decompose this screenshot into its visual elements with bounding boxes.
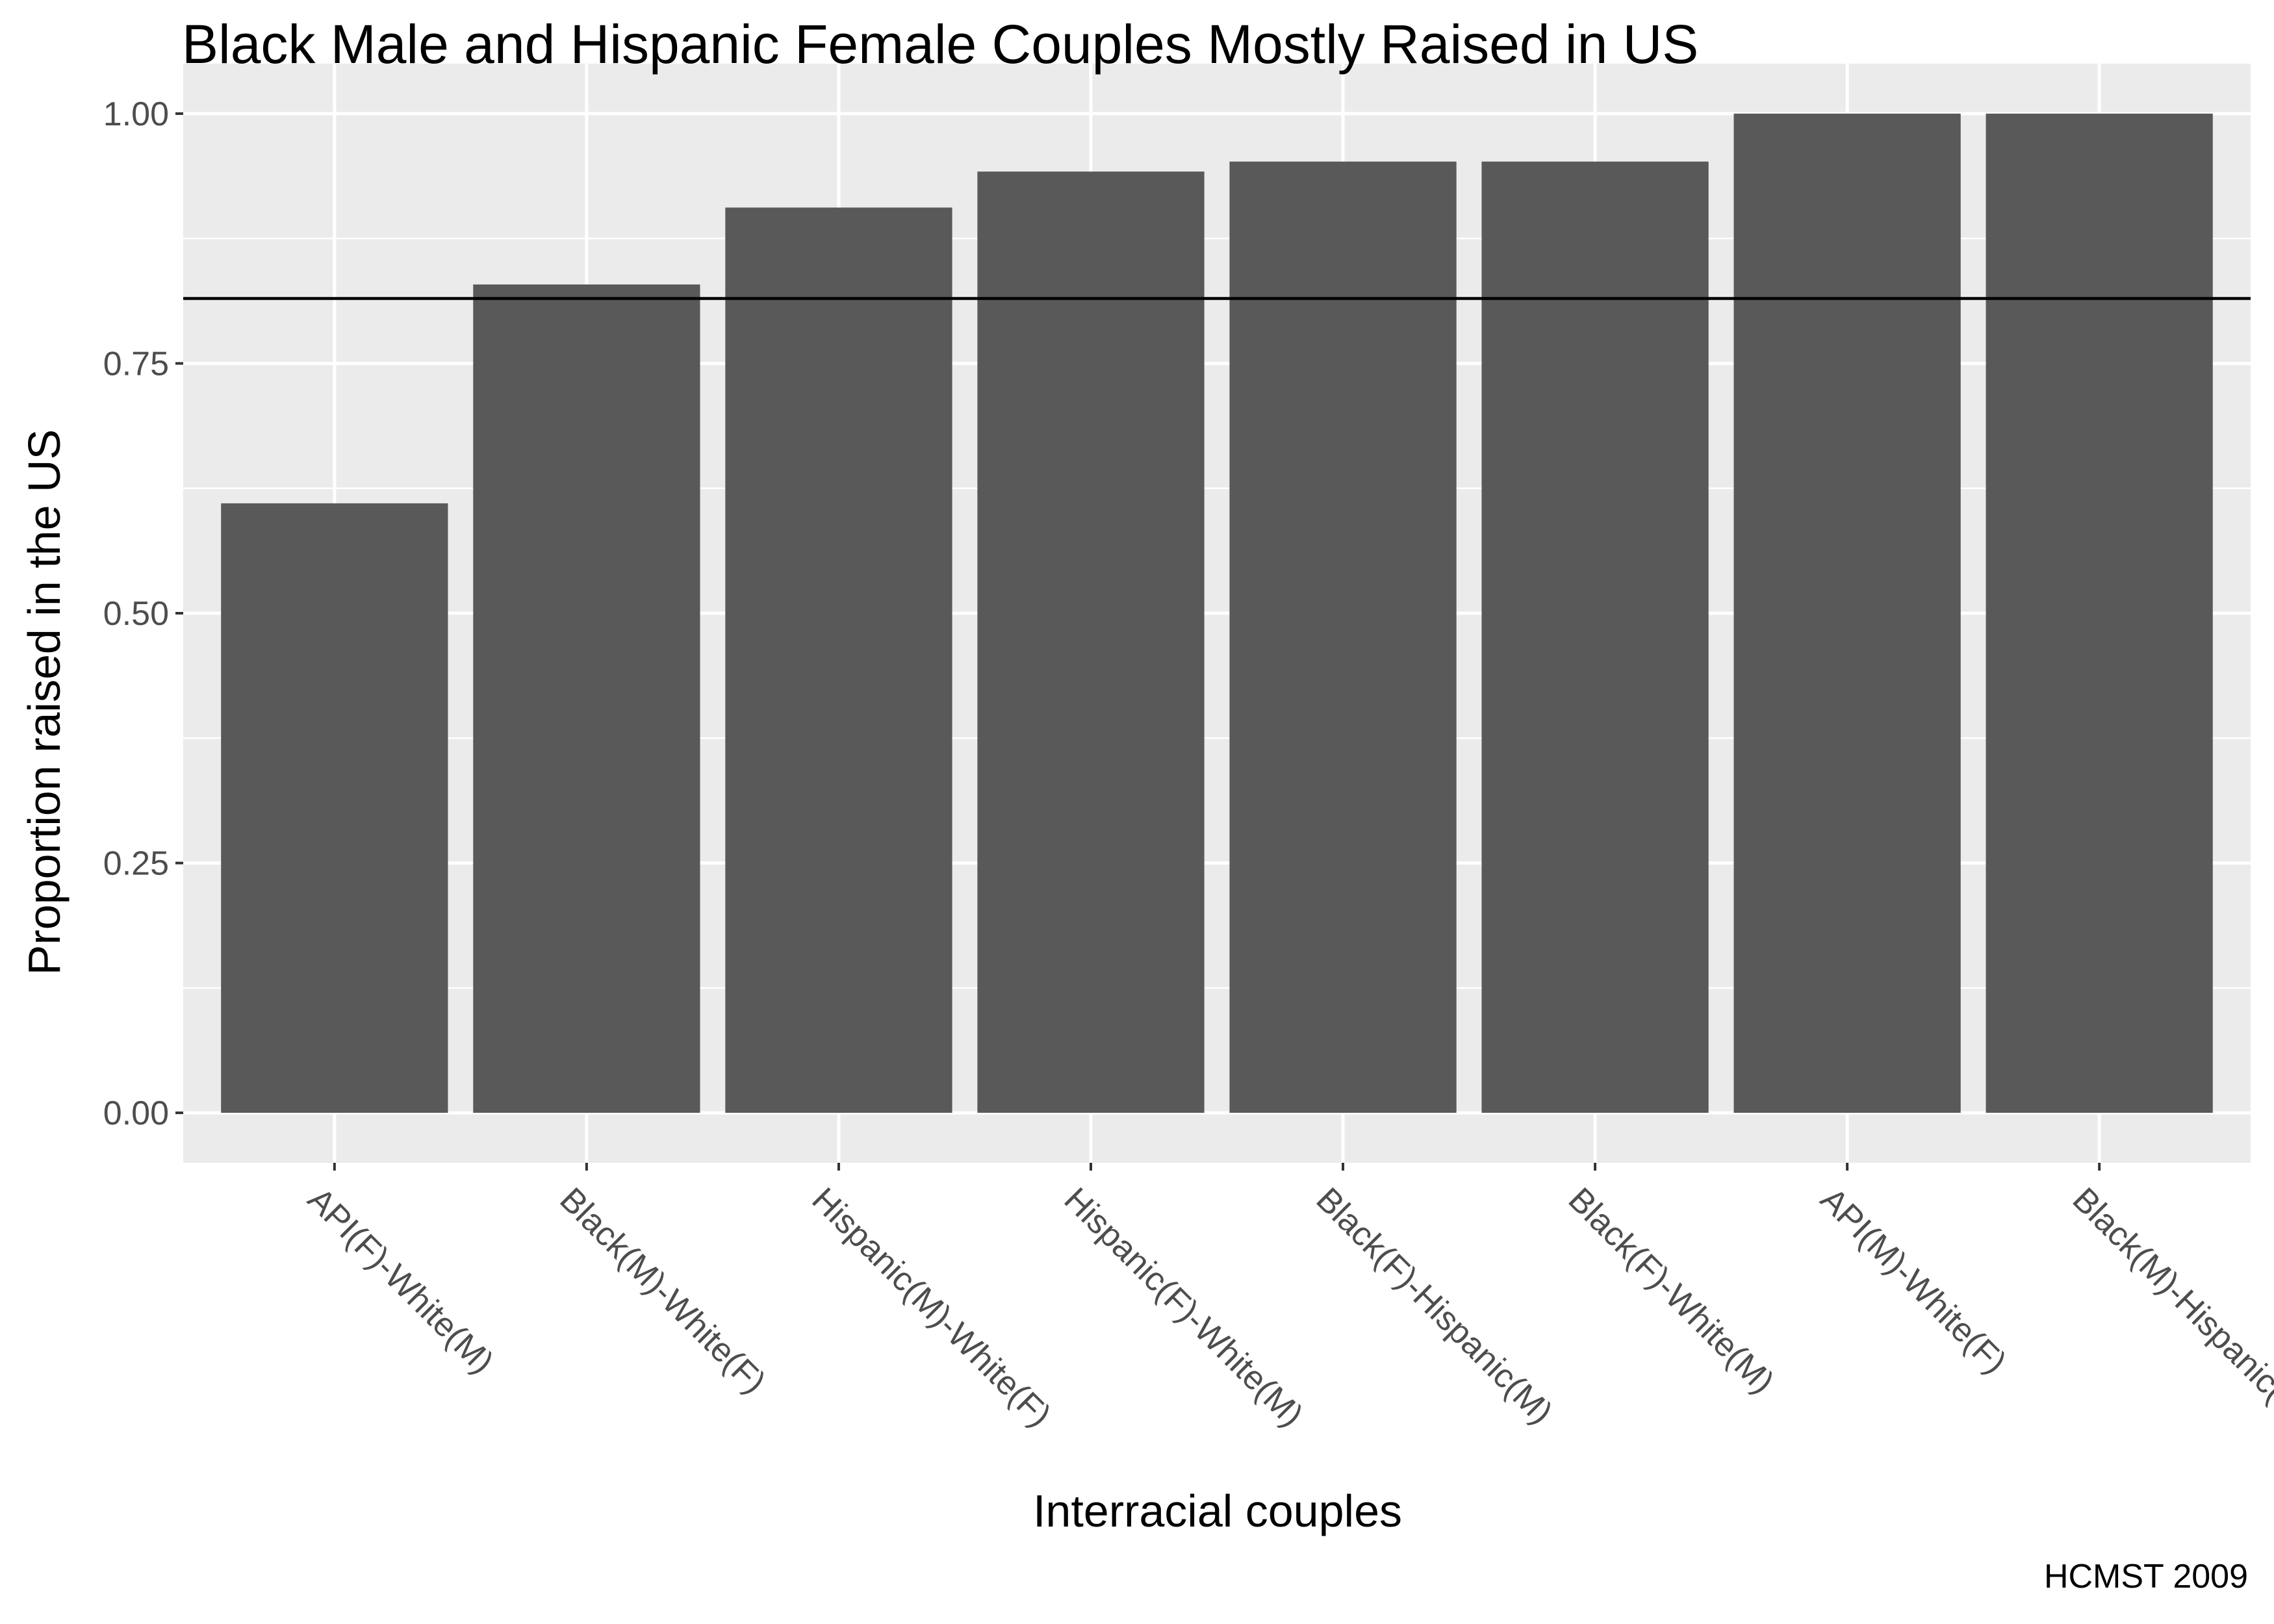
y-axis-title: Proportion raised in the US [19, 429, 70, 975]
chart-caption: HCMST 2009 [2044, 1558, 2248, 1595]
y-axis-ticks: 0.00 0.25 0.50 0.75 1.00 [103, 95, 183, 1132]
bar [1481, 161, 1709, 1113]
bar [1733, 113, 1961, 1113]
bar [725, 207, 952, 1113]
x-axis-title: Interracial couples [1033, 1486, 1402, 1536]
bar [473, 284, 700, 1113]
bar [977, 171, 1205, 1113]
y-tick-label: 0.25 [103, 845, 169, 883]
bar [221, 503, 448, 1113]
bars [221, 113, 2213, 1113]
chart-title: Black Male and Hispanic Female Couples M… [182, 14, 1698, 75]
y-tick-label: 0.00 [103, 1095, 169, 1132]
bar [1229, 161, 1457, 1113]
y-tick-label: 0.50 [103, 595, 169, 633]
y-tick-label: 1.00 [103, 95, 169, 133]
bar [1986, 113, 2213, 1113]
y-tick-label: 0.75 [103, 345, 169, 383]
